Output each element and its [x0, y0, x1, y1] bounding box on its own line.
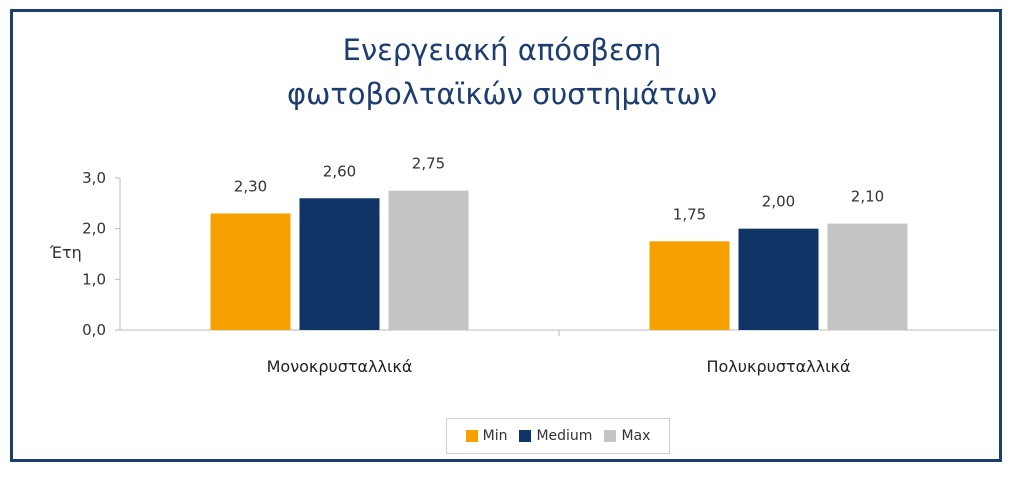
y-tick-label: 2,0: [82, 220, 106, 238]
bar-min-2: [649, 241, 730, 330]
legend-swatch-min: [465, 430, 478, 442]
legend-swatch-medium: [519, 430, 532, 442]
chart-title-line-2: φωτοβολταϊκών συστημάτων: [286, 77, 718, 111]
bar-min-1: [210, 213, 291, 330]
y-tick-label: 3,0: [82, 169, 106, 187]
legend-label-medium: Medium: [536, 428, 593, 444]
legend-item-max: Max: [604, 428, 650, 444]
data-label: 1,75: [673, 205, 706, 223]
chart-title-line-1: Ενεργειακή απόσβεση: [342, 33, 662, 67]
x-category-label: Πολυκρυσταλλικά: [706, 357, 850, 376]
legend-item-medium: Medium: [519, 428, 592, 444]
x-category-label: Μονοκρυσταλλικά: [267, 357, 413, 376]
data-label: 2,75: [412, 155, 445, 173]
bar-medium-1: [299, 198, 380, 330]
y-axis-label: Έτη: [49, 243, 82, 262]
y-tick-label: 1,0: [82, 270, 106, 288]
data-label: 2,60: [323, 162, 356, 180]
data-label: 2,30: [234, 177, 267, 195]
data-label: 2,10: [851, 188, 884, 206]
data-label: 2,00: [762, 193, 795, 211]
bar-medium-2: [738, 228, 819, 330]
bar-max-1: [388, 190, 469, 330]
legend-label-max: Max: [621, 428, 651, 444]
legend-swatch-max: [604, 430, 617, 442]
y-tick-label: 0,0: [82, 321, 106, 339]
legend-item-min: Min: [465, 428, 508, 444]
bar-max-2: [827, 223, 908, 330]
legend: Min Medium Max: [446, 418, 670, 454]
legend-label-min: Min: [482, 428, 508, 444]
chart-title: Ενεργειακή απόσβεση φωτοβολταϊκών συστημ…: [0, 28, 1004, 116]
